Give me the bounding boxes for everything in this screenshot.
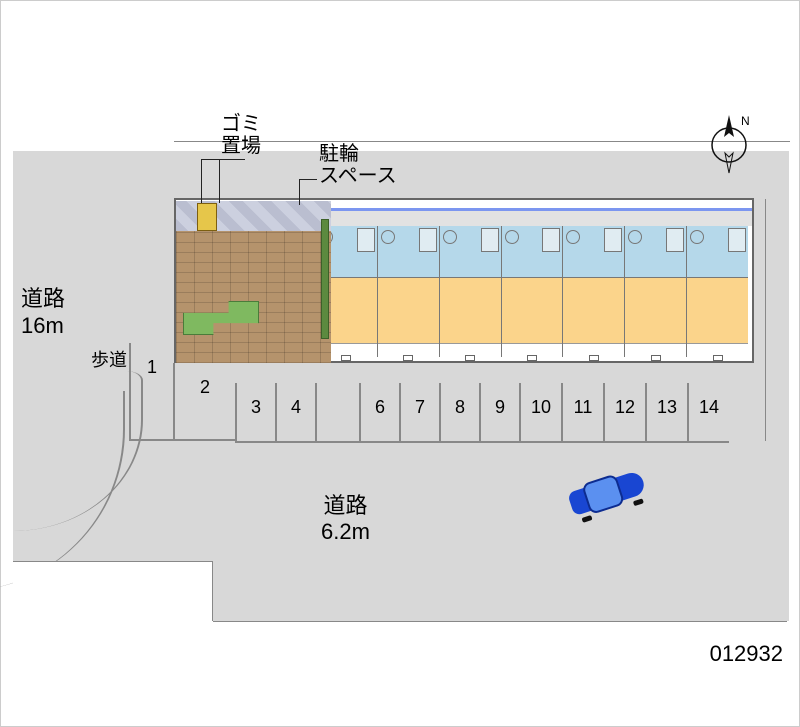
planter-strip (321, 219, 329, 339)
parking-slot-number: 10 (531, 397, 551, 417)
unit-row (316, 226, 748, 357)
unit-door (403, 355, 413, 361)
parking-slot-number: 2 (200, 377, 210, 397)
parking-slot: 7 (399, 383, 439, 443)
road-bottom-label: 道路 6.2m (321, 493, 370, 546)
parking-slot: 6 (359, 383, 399, 443)
unit-bath (378, 226, 439, 278)
unit-room (502, 278, 563, 343)
trash-enclosure (197, 203, 217, 231)
unit-room (563, 278, 624, 343)
parking-slot-number: 12 (615, 397, 635, 417)
parking-slot-number: 8 (455, 397, 465, 417)
parking-slot: 11 (561, 383, 603, 443)
compass-icon: N (697, 111, 761, 175)
parking-slot: 10 (519, 383, 561, 443)
parking-slot: 3 (235, 383, 275, 443)
parking-slot-number: 13 (657, 397, 677, 417)
parking-slot: 2 (173, 363, 235, 441)
unit-bath (563, 226, 624, 278)
bottom-border (213, 621, 787, 622)
parking-slot: 4 (275, 383, 315, 443)
parking-slot-number: 11 (574, 397, 593, 417)
parking-slot: 1 (129, 343, 173, 441)
unit (439, 226, 501, 357)
unit-room (625, 278, 686, 343)
trash-area-label: ゴミ 置場 (221, 113, 261, 157)
unit-door (341, 355, 351, 361)
parking-slot: 13 (645, 383, 687, 443)
leader-line (201, 159, 245, 160)
parking-slot-number: 1 (147, 357, 157, 377)
parking-row: 123467891011121314 (129, 363, 755, 443)
parking-slot: 12 (603, 383, 645, 443)
parking-slot: 14 (687, 383, 729, 443)
parking-slot-number: 14 (699, 397, 719, 417)
drawing-id: 012932 (710, 641, 783, 667)
parking-slot-number: 9 (495, 397, 505, 417)
top-whitespace (13, 51, 789, 151)
unit-bath (625, 226, 686, 278)
unit-bath (440, 226, 501, 278)
leader-line (299, 179, 317, 180)
unit-room (687, 278, 748, 343)
parking-slot (315, 383, 359, 443)
site-plan-canvas: 道路 16m 歩道 123467891011121314 ゴミ 置場 駐輪 スペ… (0, 0, 800, 727)
brick-courtyard (176, 231, 331, 363)
parking-slot-number: 6 (375, 397, 385, 417)
unit-door (527, 355, 537, 361)
unit-door (713, 355, 723, 361)
unit-door (465, 355, 475, 361)
road-left-label: 道路 16m (21, 281, 65, 339)
bike-parking-label: 駐輪 スペース (319, 143, 397, 187)
sidewalk-label: 歩道 (91, 346, 127, 372)
bottom-left-cutout (13, 561, 213, 621)
compass-n-label: N (741, 114, 750, 128)
unit-door (589, 355, 599, 361)
unit (501, 226, 563, 357)
unit-door (651, 355, 661, 361)
parking-slot: 8 (439, 383, 479, 443)
unit (562, 226, 624, 357)
unit (686, 226, 748, 357)
unit (377, 226, 439, 357)
leader-line (219, 159, 220, 203)
parking-slot-number: 3 (251, 397, 261, 417)
lot-right-border (765, 199, 766, 441)
parking-slot-number: 7 (415, 397, 425, 417)
leader-line (201, 159, 202, 203)
unit-room (440, 278, 501, 343)
unit-room (378, 278, 439, 343)
unit (624, 226, 686, 357)
leader-line (299, 179, 300, 205)
parking-slot-number: 4 (291, 397, 301, 417)
unit-bath (687, 226, 748, 278)
unit-bath (502, 226, 563, 278)
parking-slot: 9 (479, 383, 519, 443)
